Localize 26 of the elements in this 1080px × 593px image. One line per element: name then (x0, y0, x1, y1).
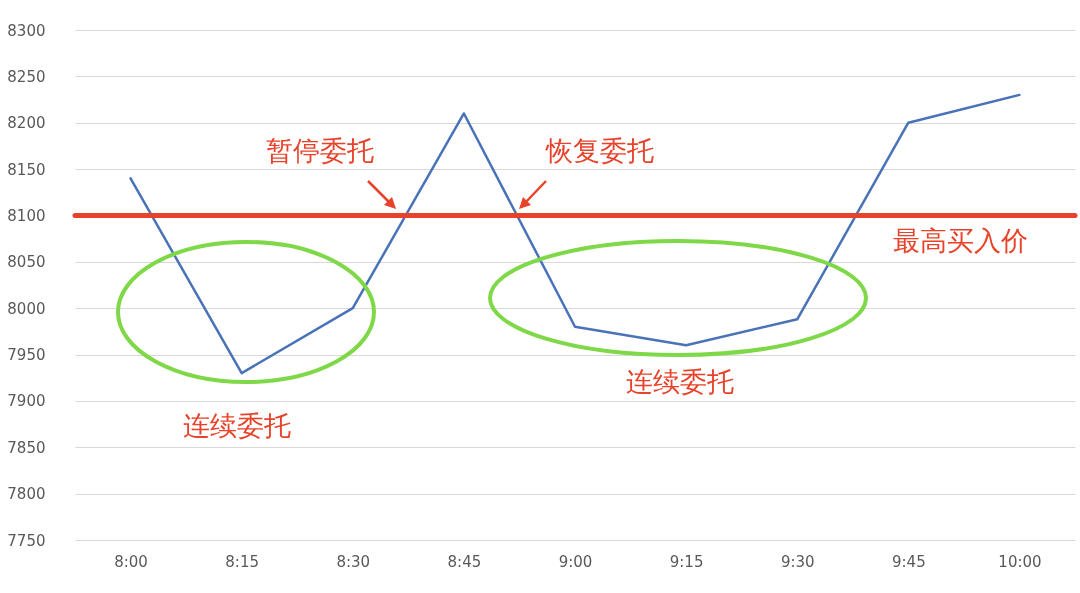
x-tick-label: 9:15 (669, 552, 704, 571)
annotation: 恢复委托 (545, 135, 654, 166)
x-tick-label: 8:45 (447, 552, 482, 571)
annotation: 连续委托 (626, 366, 734, 397)
annotation: 暂停委托 (266, 135, 374, 166)
x-tick-label: 9:45 (891, 552, 926, 571)
y-tick-label: 7900 (7, 392, 46, 411)
y-tick-label: 7950 (7, 346, 46, 365)
y-tick-label: 7850 (7, 438, 46, 457)
y-tick-label: 8300 (7, 21, 46, 40)
y-tick-label: 7800 (7, 485, 46, 504)
x-tick-label: 9:00 (558, 552, 593, 571)
y-tick-label: 7750 (7, 531, 46, 550)
x-tick-label: 10:00 (998, 552, 1042, 571)
annotation: 连续委托 (183, 410, 291, 441)
x-tick-label: 9:30 (780, 552, 815, 571)
x-tick-label: 8:15 (225, 552, 260, 571)
y-tick-label: 8100 (7, 206, 46, 225)
y-tick-label: 8000 (7, 299, 46, 318)
ref-line-label: 最高买入价 (892, 225, 1028, 257)
y-tick-label: 8150 (7, 160, 46, 179)
x-tick-label: 8:30 (336, 552, 371, 571)
y-tick-label: 8050 (7, 253, 46, 272)
x-tick-label: 8:00 (114, 552, 148, 571)
y-tick-label: 8250 (7, 67, 46, 86)
y-tick-label: 8200 (7, 114, 46, 133)
